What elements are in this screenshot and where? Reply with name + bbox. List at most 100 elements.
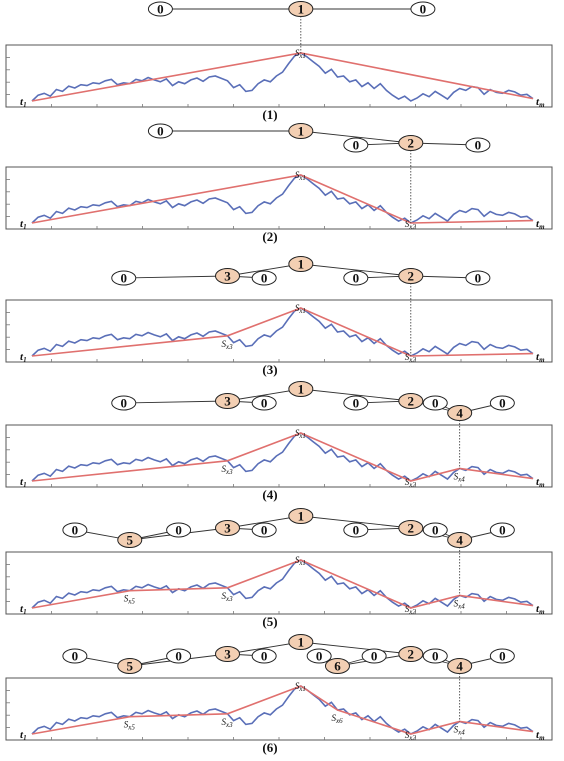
tree: 1 3 0 0 2 0 4 0 0 — [111, 381, 515, 421]
split-node — [288, 123, 314, 139]
leaf-node-label: 0 — [175, 649, 182, 664]
leaf-node — [343, 395, 369, 411]
split-node — [324, 658, 350, 674]
leaf-node — [422, 395, 448, 411]
split-node — [398, 646, 424, 662]
time-series-line — [31, 432, 534, 482]
leaf-node-label: 0 — [420, 2, 427, 17]
split-node — [215, 268, 241, 284]
end-time-label: tm — [536, 729, 545, 742]
leaf-node-label: 0 — [371, 649, 378, 664]
panel-caption: (4) — [262, 487, 277, 502]
leaf-node-label: 0 — [261, 271, 268, 286]
breakpoint-label-x1: Sx1 — [295, 428, 306, 440]
breakpoint-label-x3: Sx3 — [222, 717, 234, 729]
time-series-line — [31, 559, 534, 609]
end-time-label: tm — [536, 218, 545, 231]
panel-2: t1 tm Sx1 Sx2 (2) 1 0 2 0 0 — [5, 123, 553, 244]
time-series-line — [31, 307, 534, 357]
leaf-node-label: 0 — [175, 523, 182, 538]
leaf-node — [343, 270, 369, 286]
leaf-node-label: 0 — [432, 649, 439, 664]
leaf-node-label: 0 — [261, 396, 268, 411]
leaf-node-label: 0 — [353, 271, 360, 286]
tree: 1 3 0 0 2 0 0 — [111, 256, 491, 286]
split-node — [117, 658, 143, 674]
leaf-node — [147, 123, 173, 139]
start-time-label: t1 — [20, 218, 27, 231]
breakpoint-label-x1: Sx1 — [295, 303, 306, 315]
panel-caption: (3) — [262, 362, 277, 377]
leaf-node — [251, 395, 277, 411]
tree-edge — [227, 263, 301, 277]
panel-frame — [5, 166, 553, 230]
leaf-node — [147, 1, 173, 17]
leaf-node-label: 0 — [499, 396, 506, 411]
breakpoint-label-x3: Sx3 — [222, 339, 234, 351]
tree-edge — [300, 388, 411, 402]
tree-edge — [300, 641, 411, 655]
leaf-node — [422, 648, 448, 664]
tree-edge — [123, 400, 228, 404]
leaf-node — [489, 395, 515, 411]
leaf-node — [111, 270, 137, 286]
tree: 1 0 2 0 0 — [147, 123, 491, 153]
tree-edge — [300, 515, 411, 529]
panel-caption: (5) — [262, 614, 277, 629]
leaf-node-label: 0 — [475, 138, 482, 153]
split-node-label: 4 — [456, 533, 463, 548]
leaf-node — [251, 270, 277, 286]
split-node-label: 2 — [408, 647, 415, 662]
leaf-node-label: 0 — [72, 523, 79, 538]
split-node-label: 5 — [127, 533, 134, 548]
leaf-node — [251, 648, 277, 664]
leaf-node-label: 0 — [72, 649, 79, 664]
breakpoint-label-x2: Sx2 — [405, 604, 417, 616]
segment-approximation-line — [31, 685, 534, 735]
end-time-label: tm — [536, 351, 545, 364]
leaf-node-label: 0 — [353, 138, 360, 153]
breakpoint-label-x4: Sx4 — [454, 472, 466, 484]
split-node-label: 2 — [408, 136, 415, 151]
breakpoint-label-x1: Sx1 — [295, 555, 306, 567]
panel-frame — [5, 551, 553, 615]
leaf-node — [62, 522, 88, 538]
time-series-line — [31, 52, 534, 102]
split-node-label: 1 — [298, 635, 305, 650]
split-node-label: 4 — [456, 406, 463, 421]
leaf-node-label: 0 — [475, 271, 482, 286]
breakpoint-label-x5: Sx5 — [124, 720, 136, 732]
tree: 1 0 0 — [147, 1, 436, 17]
leaf-node-label: 0 — [499, 523, 506, 538]
split-node-label: 1 — [298, 2, 305, 17]
breakpoint-label-x6: Sx6 — [331, 713, 343, 725]
time-series-line — [31, 685, 534, 735]
leaf-node-label: 0 — [261, 523, 268, 538]
start-time-label: t1 — [20, 603, 27, 616]
leaf-node — [489, 522, 515, 538]
leaf-node-label: 0 — [353, 523, 360, 538]
breakpoint-label-x1: Sx1 — [295, 170, 306, 182]
segment-approximation-line — [31, 432, 534, 482]
leaf-node-label: 0 — [353, 396, 360, 411]
split-node-label: 1 — [298, 257, 305, 272]
leaf-node — [465, 270, 491, 286]
breakpoint-label-x2: Sx2 — [405, 730, 417, 742]
split-node-label: 2 — [408, 394, 415, 409]
start-time-label: t1 — [20, 476, 27, 489]
end-time-label: tm — [536, 96, 545, 109]
split-node-label: 1 — [298, 124, 305, 139]
leaf-node — [410, 1, 436, 17]
breakpoint-label-x3: Sx3 — [222, 464, 234, 476]
leaf-node-label: 0 — [316, 649, 323, 664]
leaf-node — [62, 648, 88, 664]
leaf-node — [343, 137, 369, 153]
tree-edge — [227, 641, 301, 655]
split-node — [215, 646, 241, 662]
tree: 1 3 5 0 0 0 2 0 4 0 0 — [62, 508, 515, 548]
split-node — [288, 508, 314, 524]
leaf-node-label: 0 — [432, 523, 439, 538]
leaf-node — [251, 522, 277, 538]
